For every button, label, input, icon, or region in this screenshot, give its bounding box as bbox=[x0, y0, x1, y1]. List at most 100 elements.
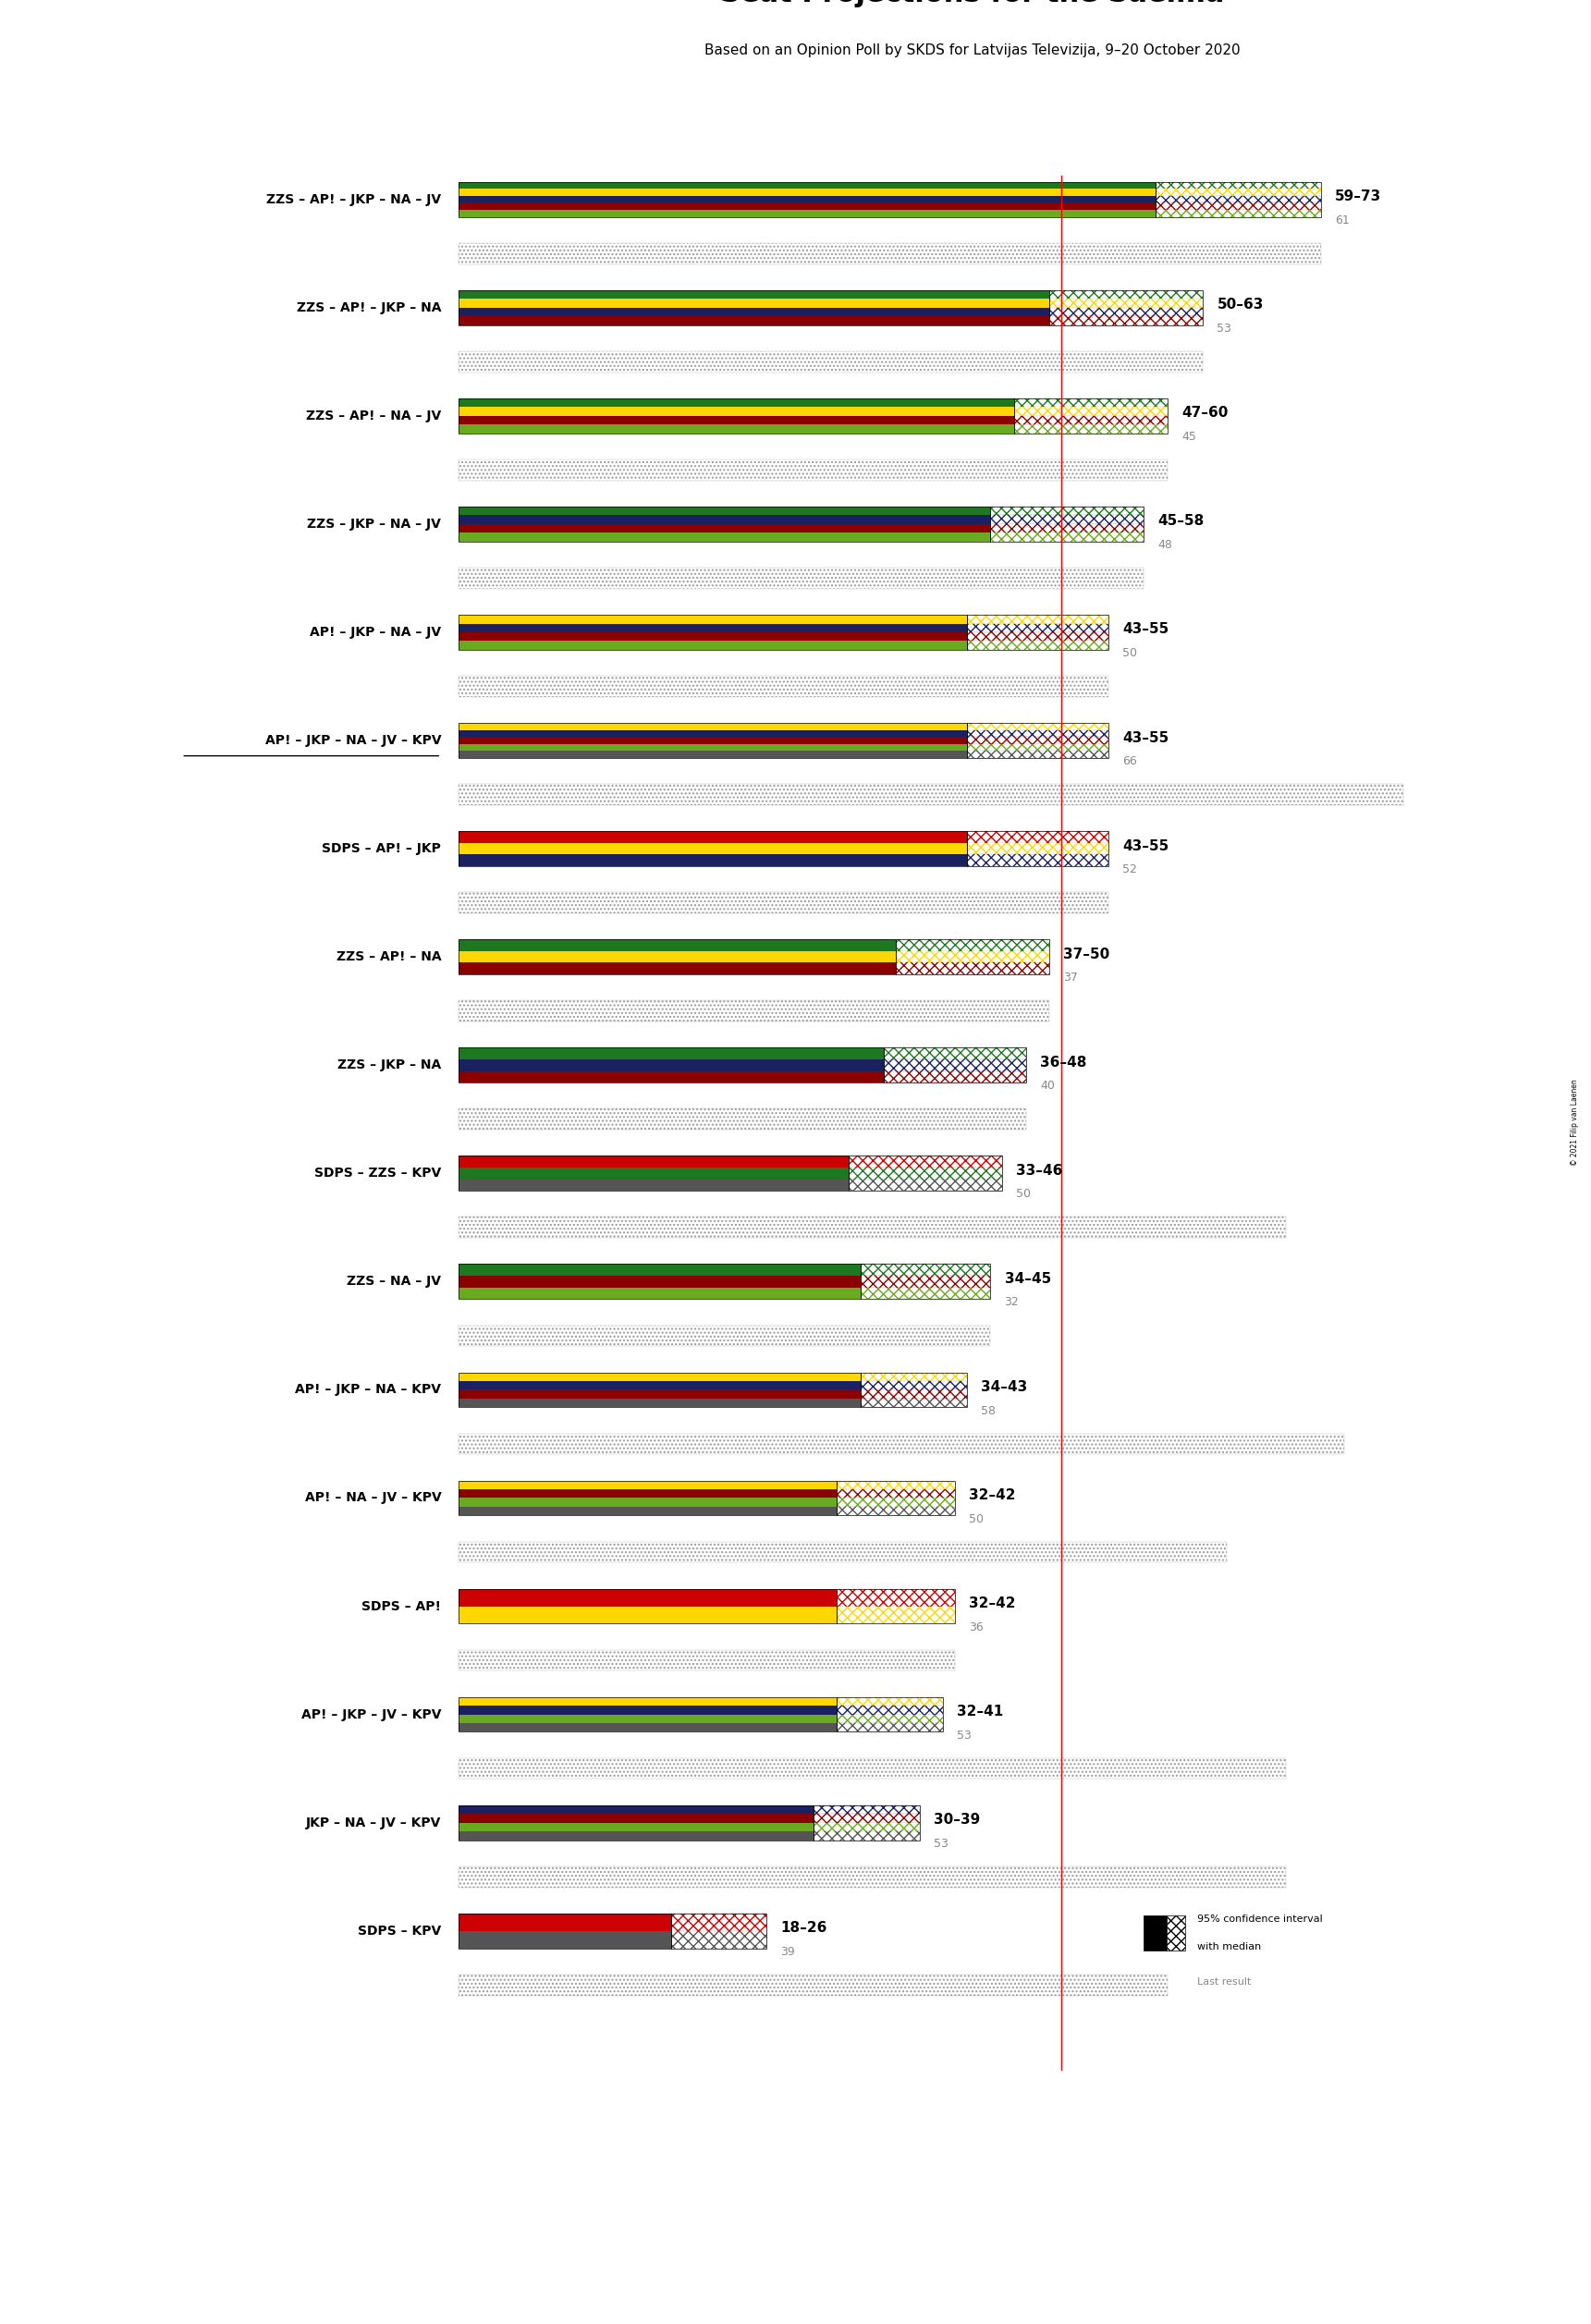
Bar bbox=[1050, 300, 1203, 307]
Bar bbox=[458, 1373, 861, 1380]
Text: 52: 52 bbox=[1123, 865, 1138, 876]
Text: 43–55: 43–55 bbox=[1123, 730, 1169, 744]
Text: SDPS – AP!: SDPS – AP! bbox=[361, 1599, 441, 1613]
Bar bbox=[458, 1325, 990, 1346]
Text: 53: 53 bbox=[958, 1729, 972, 1741]
Bar bbox=[837, 1480, 955, 1515]
Bar bbox=[458, 1480, 837, 1490]
Bar bbox=[1013, 407, 1168, 416]
Bar bbox=[458, 1706, 837, 1715]
Bar bbox=[458, 1806, 813, 1815]
Bar bbox=[458, 1325, 990, 1346]
Text: 58: 58 bbox=[982, 1404, 996, 1418]
Bar bbox=[458, 351, 1203, 372]
Bar bbox=[458, 1071, 885, 1083]
Text: 37–50: 37–50 bbox=[1063, 948, 1111, 962]
Bar bbox=[458, 1264, 861, 1276]
Bar bbox=[837, 1722, 943, 1731]
Bar bbox=[458, 939, 896, 974]
Bar bbox=[861, 1276, 990, 1287]
Bar bbox=[848, 1155, 1002, 1167]
Bar bbox=[458, 1815, 813, 1822]
Text: ZZS – AP! – NA – JV: ZZS – AP! – NA – JV bbox=[305, 409, 441, 423]
Bar bbox=[837, 1706, 943, 1715]
Text: 34–45: 34–45 bbox=[1004, 1271, 1052, 1285]
Bar bbox=[861, 1264, 990, 1276]
Bar bbox=[458, 181, 1155, 188]
Bar bbox=[885, 1060, 1026, 1071]
Bar bbox=[967, 737, 1109, 744]
Bar bbox=[671, 1913, 765, 1948]
Bar bbox=[458, 844, 967, 855]
Bar bbox=[896, 962, 1050, 974]
Bar bbox=[967, 751, 1109, 758]
Bar bbox=[458, 623, 967, 632]
Bar bbox=[967, 844, 1109, 855]
Bar bbox=[671, 1913, 765, 1931]
Text: © 2021 Filip van Laenen: © 2021 Filip van Laenen bbox=[1570, 1078, 1578, 1167]
Bar bbox=[967, 730, 1109, 737]
Bar bbox=[813, 1815, 920, 1822]
Bar bbox=[458, 1866, 1286, 1887]
Bar bbox=[458, 425, 1013, 432]
Text: AP! – JKP – JV – KPV: AP! – JKP – JV – KPV bbox=[301, 1708, 441, 1720]
Text: with median: with median bbox=[1196, 1943, 1262, 1952]
Bar bbox=[458, 1822, 813, 1831]
Bar bbox=[458, 567, 1144, 588]
Bar bbox=[458, 855, 967, 867]
Bar bbox=[458, 523, 990, 532]
Bar bbox=[458, 1650, 955, 1671]
Bar bbox=[813, 1822, 920, 1831]
Bar bbox=[837, 1697, 943, 1706]
Bar bbox=[990, 507, 1144, 541]
Bar bbox=[458, 1541, 1227, 1562]
Bar bbox=[967, 855, 1109, 867]
Bar bbox=[458, 1715, 837, 1722]
Text: 34–43: 34–43 bbox=[982, 1380, 1028, 1394]
Bar bbox=[458, 195, 1155, 202]
Bar bbox=[1144, 1915, 1166, 1950]
Bar bbox=[458, 416, 1013, 425]
Bar bbox=[967, 623, 1109, 632]
Bar bbox=[458, 567, 1144, 588]
Bar bbox=[458, 1590, 837, 1624]
Text: 45: 45 bbox=[1182, 430, 1196, 444]
Text: 32: 32 bbox=[1004, 1297, 1020, 1308]
Bar bbox=[813, 1806, 920, 1841]
Text: 37: 37 bbox=[1063, 971, 1079, 983]
Bar bbox=[458, 188, 1155, 195]
Bar bbox=[458, 507, 990, 541]
Bar bbox=[458, 507, 990, 516]
Bar bbox=[458, 1757, 1286, 1778]
Text: 45–58: 45–58 bbox=[1158, 514, 1204, 528]
Bar bbox=[458, 1048, 885, 1060]
Text: 59–73: 59–73 bbox=[1335, 191, 1381, 205]
Bar bbox=[1013, 425, 1168, 432]
Bar bbox=[458, 892, 1109, 913]
Bar bbox=[458, 676, 1109, 697]
Bar bbox=[967, 616, 1109, 651]
Bar bbox=[967, 632, 1109, 641]
Bar bbox=[458, 1866, 1286, 1887]
Bar bbox=[458, 307, 1050, 316]
Bar bbox=[458, 1434, 1344, 1455]
Bar bbox=[896, 939, 1050, 974]
Bar bbox=[458, 1490, 837, 1499]
Bar bbox=[458, 939, 896, 951]
Bar bbox=[1155, 181, 1321, 216]
Bar bbox=[861, 1373, 967, 1380]
Bar bbox=[990, 532, 1144, 541]
Bar bbox=[458, 951, 896, 962]
Bar bbox=[458, 1155, 848, 1167]
Bar bbox=[837, 1490, 955, 1499]
Bar bbox=[885, 1048, 1026, 1083]
Text: 32–41: 32–41 bbox=[958, 1706, 1004, 1717]
Text: ZZS – NA – JV: ZZS – NA – JV bbox=[347, 1276, 441, 1287]
Bar bbox=[458, 532, 990, 541]
Text: 36–48: 36–48 bbox=[1041, 1055, 1087, 1069]
Bar bbox=[885, 1048, 1026, 1060]
Bar bbox=[458, 832, 967, 867]
Bar bbox=[458, 1831, 813, 1841]
Bar bbox=[861, 1264, 990, 1299]
Text: 32–42: 32–42 bbox=[969, 1597, 1015, 1611]
